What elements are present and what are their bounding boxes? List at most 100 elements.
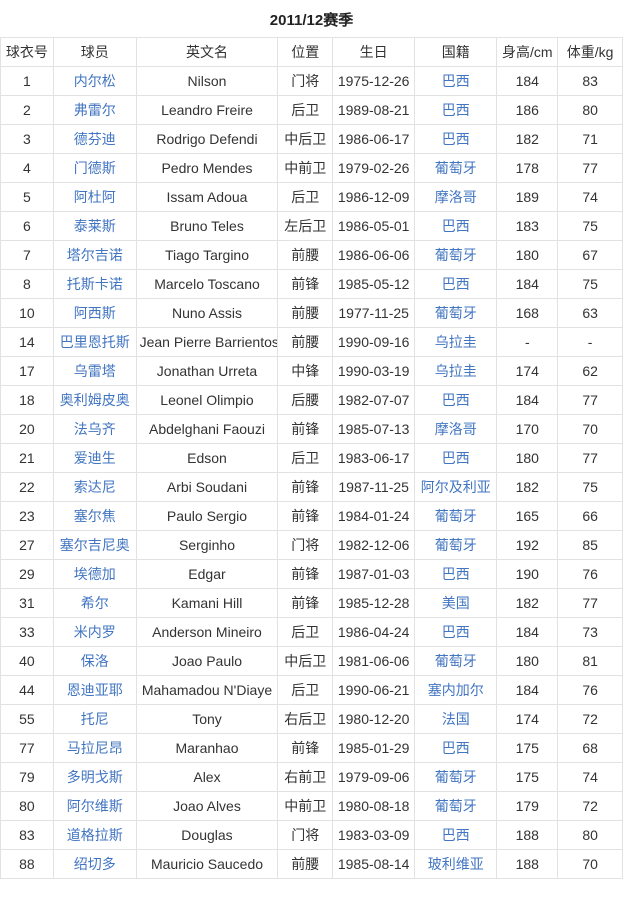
nationality-cell: 葡萄牙 xyxy=(414,762,498,792)
player-link[interactable]: 内尔松 xyxy=(73,73,116,89)
position-cell: 后卫 xyxy=(277,182,334,212)
player-cell: 门德斯 xyxy=(52,153,137,183)
player-cell: 道格拉斯 xyxy=(52,820,137,850)
nationality-cell: 巴西 xyxy=(414,733,498,763)
position-cell: 门将 xyxy=(277,820,334,850)
nationality-cell: 葡萄牙 xyxy=(414,646,498,676)
en-name-cell: Jonathan Urreta xyxy=(135,356,279,386)
table-row: 1 内尔松 Nilson 门将 1975-12-26 巴西 184 83 xyxy=(0,66,623,96)
page: 2011/12赛季 球衣号 球员 英文名 位置 生日 国籍 身高/cm 体重/kg 1 内尔松… xyxy=(0,12,623,879)
nationality-link[interactable]: 巴西 xyxy=(441,73,470,89)
player-link[interactable]: 托尼 xyxy=(80,711,109,727)
jersey-number-cell: 6 xyxy=(0,211,54,241)
weight-cell: 71 xyxy=(557,124,623,154)
player-link[interactable]: 道格拉斯 xyxy=(66,827,123,843)
height-cell: - xyxy=(496,327,559,357)
table-row: 27 塞尔吉尼奥 Serginho 门将 1982-12-06 葡萄牙 192 … xyxy=(0,530,623,560)
player-link[interactable]: 保洛 xyxy=(80,653,109,669)
player-link[interactable]: 绍切多 xyxy=(73,856,116,872)
nationality-link[interactable]: 乌拉圭 xyxy=(434,363,477,379)
nationality-link[interactable]: 乌拉圭 xyxy=(434,334,477,350)
jersey-number-cell: 88 xyxy=(0,849,54,879)
position-cell: 前锋 xyxy=(277,472,334,502)
nationality-link[interactable]: 葡萄牙 xyxy=(434,508,477,524)
weight-cell: 66 xyxy=(557,501,623,531)
player-link[interactable]: 阿西斯 xyxy=(73,305,116,321)
height-cell: 184 xyxy=(496,617,559,647)
nationality-link[interactable]: 巴西 xyxy=(441,566,470,582)
nationality-link[interactable]: 巴西 xyxy=(441,218,470,234)
player-link[interactable]: 托斯卡诺 xyxy=(66,276,123,292)
player-link[interactable]: 塞尔焦 xyxy=(73,508,116,524)
birthday-cell: 1982-12-06 xyxy=(332,530,416,560)
player-link[interactable]: 爱迪生 xyxy=(73,450,116,466)
player-link[interactable]: 弗雷尔 xyxy=(73,102,116,118)
nationality-cell: 葡萄牙 xyxy=(414,153,498,183)
nationality-link[interactable]: 玻利维亚 xyxy=(427,856,484,872)
weight-cell: 75 xyxy=(557,211,623,241)
nationality-link[interactable]: 巴西 xyxy=(441,827,470,843)
jersey-number-cell: 5 xyxy=(0,182,54,212)
height-cell: 180 xyxy=(496,443,559,473)
nationality-link[interactable]: 葡萄牙 xyxy=(434,653,477,669)
nationality-link[interactable]: 葡萄牙 xyxy=(434,247,477,263)
jersey-number-cell: 79 xyxy=(0,762,54,792)
birthday-cell: 1987-11-25 xyxy=(332,472,416,502)
height-cell: 182 xyxy=(496,588,559,618)
player-link[interactable]: 乌雷塔 xyxy=(73,363,116,379)
height-cell: 188 xyxy=(496,820,559,850)
nationality-link[interactable]: 法国 xyxy=(441,711,470,727)
nationality-link[interactable]: 巴西 xyxy=(441,276,470,292)
player-link[interactable]: 多明戈斯 xyxy=(66,769,123,785)
birthday-cell: 1986-05-01 xyxy=(332,211,416,241)
nationality-link[interactable]: 阿尔及利亚 xyxy=(420,479,491,495)
player-link[interactable]: 塔尔吉诺 xyxy=(66,247,123,263)
player-cell: 塔尔吉诺 xyxy=(52,240,137,270)
nationality-cell: 塞内加尔 xyxy=(414,675,498,705)
player-link[interactable]: 阿杜阿 xyxy=(73,189,116,205)
nationality-link[interactable]: 葡萄牙 xyxy=(434,305,477,321)
nationality-link[interactable]: 巴西 xyxy=(441,392,470,408)
player-cell: 恩迪亚耶 xyxy=(52,675,137,705)
nationality-link[interactable]: 葡萄牙 xyxy=(434,798,477,814)
player-link[interactable]: 法乌齐 xyxy=(73,421,116,437)
header-cell: 生日 xyxy=(332,37,416,67)
player-link[interactable]: 巴里恩托斯 xyxy=(59,334,130,350)
jersey-number-cell: 77 xyxy=(0,733,54,763)
player-link[interactable]: 泰莱斯 xyxy=(73,218,116,234)
nationality-link[interactable]: 葡萄牙 xyxy=(434,537,477,553)
player-link[interactable]: 德芬迪 xyxy=(73,131,116,147)
squad-table: 球衣号 球员 英文名 位置 生日 国籍 身高/cm 体重/kg 1 内尔松 Nilson 门将… xyxy=(0,37,623,879)
position-cell: 中后卫 xyxy=(277,124,334,154)
nationality-link[interactable]: 巴西 xyxy=(441,624,470,640)
player-link[interactable]: 恩迪亚耶 xyxy=(66,682,123,698)
nationality-link[interactable]: 摩洛哥 xyxy=(434,421,477,437)
nationality-link[interactable]: 摩洛哥 xyxy=(434,189,477,205)
player-link[interactable]: 米内罗 xyxy=(73,624,116,640)
player-link[interactable]: 门德斯 xyxy=(73,160,116,176)
player-cell: 阿西斯 xyxy=(52,298,137,328)
en-name-cell: Mahamadou N'Diaye xyxy=(135,675,279,705)
player-cell: 泰莱斯 xyxy=(52,211,137,241)
nationality-link[interactable]: 巴西 xyxy=(441,131,470,147)
player-link[interactable]: 埃德加 xyxy=(73,566,116,582)
nationality-link[interactable]: 塞内加尔 xyxy=(427,682,484,698)
nationality-link[interactable]: 巴西 xyxy=(441,450,470,466)
player-link[interactable]: 希尔 xyxy=(80,595,109,611)
player-link[interactable]: 奥利姆皮奥 xyxy=(59,392,130,408)
nationality-link[interactable]: 葡萄牙 xyxy=(434,160,477,176)
player-cell: 爱迪生 xyxy=(52,443,137,473)
birthday-cell: 1986-06-06 xyxy=(332,240,416,270)
player-link[interactable]: 马拉尼昂 xyxy=(66,740,123,756)
player-link[interactable]: 索达尼 xyxy=(73,479,116,495)
en-name-cell: Douglas xyxy=(135,820,279,850)
nationality-link[interactable]: 美国 xyxy=(441,595,470,611)
header-cell: 体重/kg xyxy=(557,37,623,67)
nationality-link[interactable]: 巴西 xyxy=(441,102,470,118)
player-link[interactable]: 阿尔维斯 xyxy=(66,798,123,814)
player-cell: 希尔 xyxy=(52,588,137,618)
weight-cell: 74 xyxy=(557,762,623,792)
player-link[interactable]: 塞尔吉尼奥 xyxy=(59,537,130,553)
nationality-link[interactable]: 巴西 xyxy=(441,740,470,756)
nationality-link[interactable]: 葡萄牙 xyxy=(434,769,477,785)
